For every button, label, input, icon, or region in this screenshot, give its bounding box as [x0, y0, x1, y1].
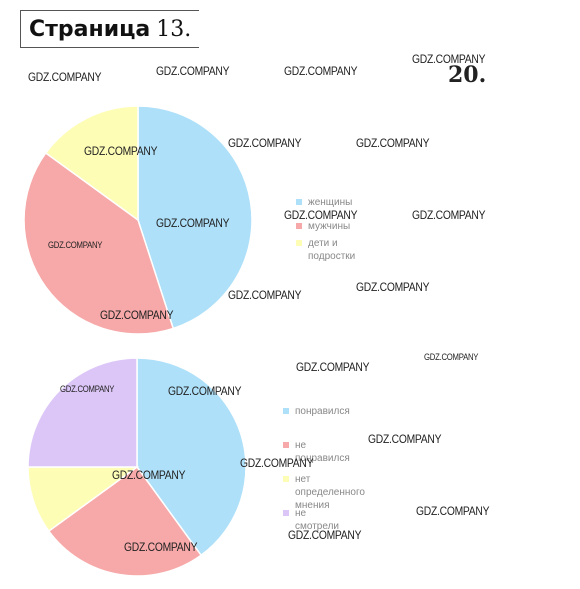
legend-1-swatch-2	[296, 223, 302, 229]
legend-1-label-2: мужчины	[308, 221, 351, 232]
legend-2-label-3: нет определенного мнения	[295, 474, 365, 511]
legend-2-item-2: не понравился	[283, 439, 350, 465]
legend-2-label-4: не смотрели	[295, 508, 340, 532]
pie-1-slice-1	[137, 105, 253, 330]
watermark: GDZ.COMPANY	[424, 352, 479, 362]
legend-2-label-1: понравился	[295, 406, 350, 417]
legend-2-swatch-1	[283, 408, 289, 414]
legend-1-item-3: дети и подростки	[296, 237, 355, 263]
pie-2-slice-4	[27, 357, 138, 468]
legend-1-label-3: дети и подростки	[308, 238, 356, 262]
pie-chart-1	[23, 105, 253, 335]
legend-2-label-2: не понравился	[295, 440, 350, 464]
watermark: GDZ.COMPANY	[156, 64, 230, 78]
task-number: 20.	[448, 62, 487, 88]
pie-2-slice-1	[136, 357, 247, 557]
pie-2-slice-2	[47, 465, 203, 577]
watermark: GDZ.COMPANY	[412, 208, 486, 222]
watermark: GDZ.COMPANY	[356, 136, 430, 150]
pie-1-slice-2	[23, 151, 175, 335]
page-header: Страница 13.	[20, 10, 200, 48]
watermark: GDZ.COMPANY	[368, 432, 442, 446]
watermark: GDZ.COMPANY	[284, 64, 358, 78]
legend-2-swatch-2	[283, 442, 289, 448]
page-word: Страница	[29, 16, 151, 42]
legend-1-item-1: женщины	[296, 196, 352, 209]
watermark: GDZ.COMPANY	[28, 70, 102, 84]
legend-2-swatch-3	[283, 476, 289, 482]
pie-1-slice-3	[44, 105, 139, 222]
legend-2-swatch-4	[283, 510, 289, 516]
pie-chart-2	[27, 357, 247, 577]
watermark: GDZ.COMPANY	[356, 280, 430, 294]
legend-1-label-1: женщины	[308, 197, 353, 208]
legend-2-item-3: нет определенного мнения	[283, 473, 365, 512]
legend-2-item-4: не смотрели	[283, 507, 339, 533]
legend-1-swatch-1	[296, 199, 302, 205]
legend-1-swatch-3	[296, 240, 302, 246]
legend-1-item-2: мужчины	[296, 220, 350, 233]
page-number: 13.	[156, 16, 192, 42]
legend-2-item-1: понравился	[283, 405, 350, 418]
watermark: GDZ.COMPANY	[416, 504, 490, 518]
watermark: GDZ.COMPANY	[296, 360, 370, 374]
